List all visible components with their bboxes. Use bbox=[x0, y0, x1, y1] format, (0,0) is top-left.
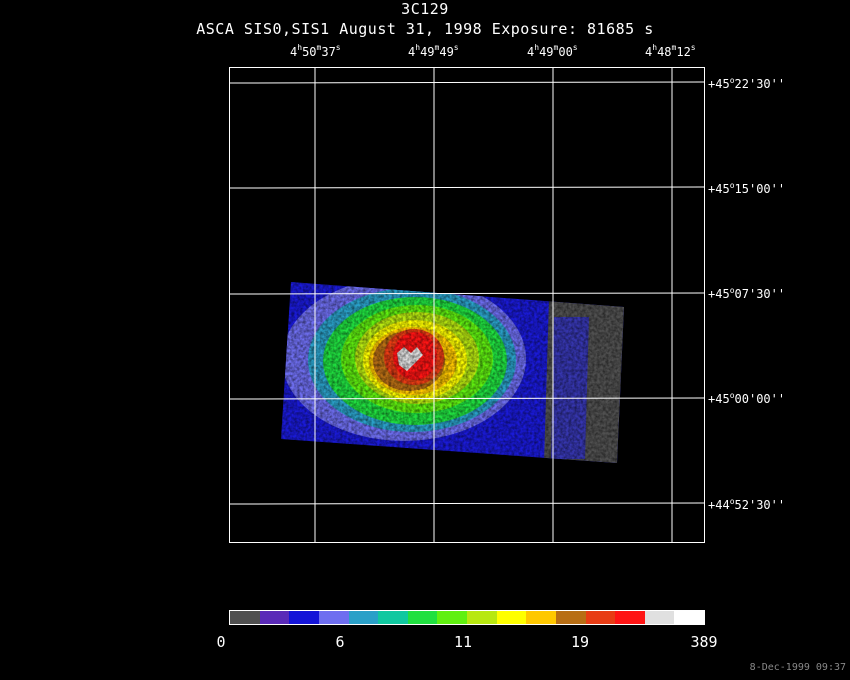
ra-tick-label: 4h48m12s bbox=[645, 43, 696, 59]
sky-image bbox=[229, 67, 705, 543]
colorbar-label: 11 bbox=[453, 633, 473, 651]
colorbar-swatch bbox=[467, 611, 497, 624]
ra-tick-label: 4h49m00s bbox=[527, 43, 578, 59]
colorbar-label: 19 bbox=[570, 633, 590, 651]
ra-tick-label: 4h50m37s bbox=[290, 43, 341, 59]
dec-tick-label: +45o22'30'' bbox=[708, 76, 786, 91]
colorbar-swatch bbox=[526, 611, 556, 624]
colorbar-swatch bbox=[555, 611, 586, 624]
timestamp: 8-Dec-1999 09:37 bbox=[749, 662, 846, 673]
dec-tick-label: +45o00'00'' bbox=[708, 391, 786, 406]
colorbar-label: 0 bbox=[216, 633, 226, 651]
colorbar-swatch bbox=[318, 611, 349, 624]
dec-tick-label: +45o15'00'' bbox=[708, 181, 786, 196]
colorbar-swatch bbox=[615, 611, 645, 624]
dec-tick-label: +45o07'30'' bbox=[708, 286, 786, 301]
colorbar-swatch bbox=[437, 611, 467, 624]
ra-tick-label: 4h49m49s bbox=[408, 43, 459, 59]
colorbar-swatch bbox=[674, 611, 704, 624]
colorbar-label: 6 bbox=[335, 633, 345, 651]
colorbar-label: 389 bbox=[690, 633, 718, 651]
colorbar-swatch bbox=[378, 611, 408, 624]
colorbar-swatch bbox=[644, 611, 675, 624]
colorbar-swatch bbox=[259, 611, 290, 624]
colorbar-swatch bbox=[348, 611, 379, 624]
image-subtitle: ASCA SIS0,SIS1 August 31, 1998 Exposure:… bbox=[196, 20, 654, 38]
colorbar-swatch bbox=[230, 611, 260, 624]
colorbar-swatch bbox=[496, 611, 527, 624]
colorbar bbox=[229, 610, 705, 625]
colorbar-swatch bbox=[407, 611, 438, 624]
dec-tick-label: +44o52'30'' bbox=[708, 497, 786, 512]
image-title: 3C129 bbox=[401, 0, 449, 18]
colorbar-swatch bbox=[289, 611, 319, 624]
detector-field bbox=[281, 282, 624, 463]
coordinate-grid bbox=[229, 67, 705, 543]
colorbar-swatch bbox=[585, 611, 616, 624]
